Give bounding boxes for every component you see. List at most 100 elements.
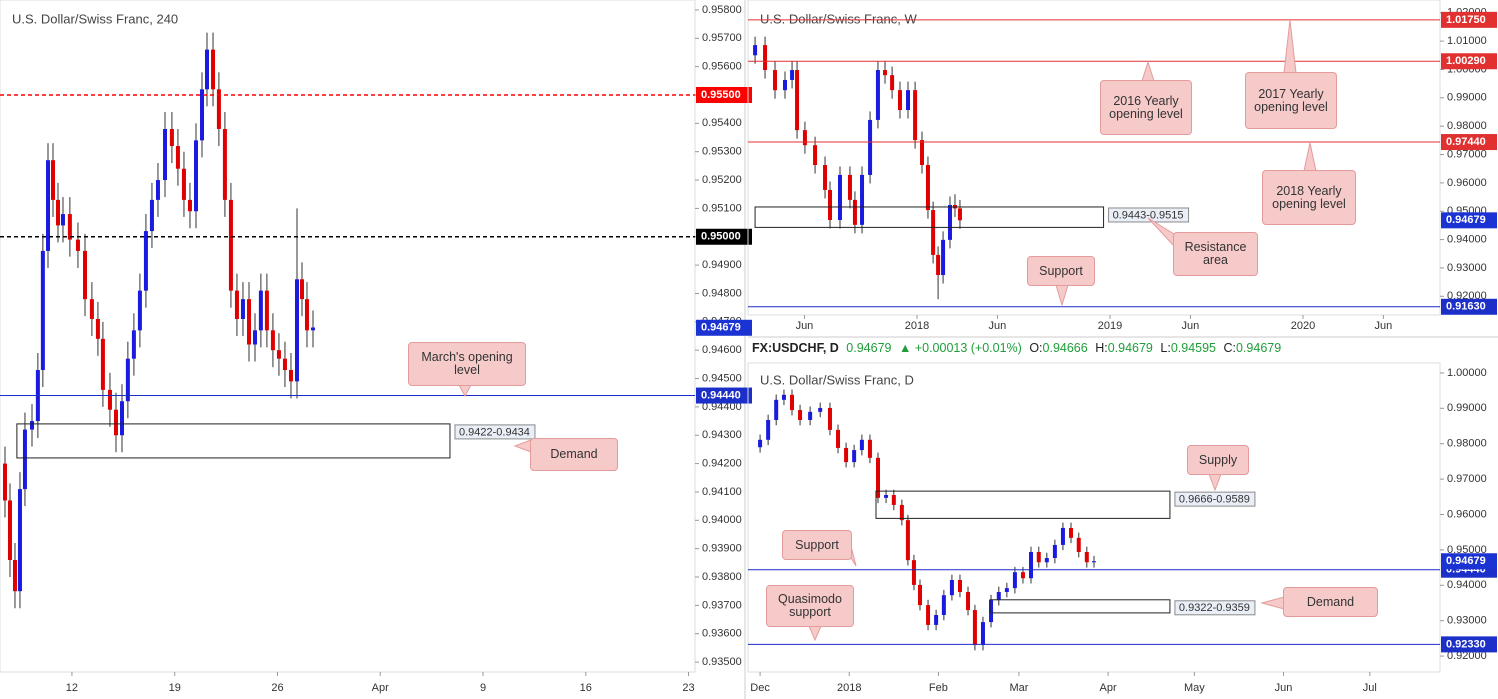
y-tick-label: 0.94800 <box>702 287 742 299</box>
candle-body <box>193 140 198 212</box>
callout: 2018 Yearly opening level <box>1262 170 1356 225</box>
candle-body <box>774 399 779 420</box>
candle-body <box>107 389 112 410</box>
candle-body <box>852 450 857 463</box>
candle-body <box>925 165 930 211</box>
price-label: 0.95500 <box>701 89 741 101</box>
candle-body <box>200 89 205 141</box>
candle-body <box>957 579 962 593</box>
candle-body <box>934 615 939 625</box>
panel-title: U.S. Dollar/Swiss Franc, 240 <box>12 11 178 26</box>
candle-body <box>773 70 778 91</box>
change: ▲ +0.00013 (+0.01%) <box>898 341 1022 355</box>
zone <box>754 206 1105 228</box>
candle-body <box>258 290 263 331</box>
candle-body <box>100 338 105 390</box>
price-label: 0.95000 <box>701 231 741 243</box>
candle-body <box>50 160 55 200</box>
callout: Support <box>782 530 852 560</box>
y-tick-label: 0.94200 <box>702 458 742 470</box>
zone <box>989 599 1171 614</box>
price-label: 1.01750 <box>1446 14 1486 26</box>
price-label: 0.97440 <box>1446 136 1486 148</box>
y-tick-label: 0.93000 <box>1447 262 1487 274</box>
price-label: 0.94440 <box>701 389 741 401</box>
candle-body <box>753 45 758 56</box>
x-tick-label: 12 <box>66 682 78 694</box>
candle-body <box>1020 572 1025 579</box>
callout: 2017 Yearly opening level <box>1245 72 1337 129</box>
candle-body <box>899 504 904 521</box>
candle-body <box>813 145 818 166</box>
y-tick-label: 1.01000 <box>1447 35 1487 47</box>
candle-body <box>818 407 823 412</box>
candle-body <box>143 231 148 291</box>
x-tick-label: Mar <box>1009 682 1028 694</box>
candle-body <box>996 592 1001 601</box>
x-tick-label: 19 <box>169 682 181 694</box>
candle-body <box>131 330 136 359</box>
candle-body <box>60 214 65 226</box>
candle-body <box>30 421 35 430</box>
y-tick-label: 0.92000 <box>1447 650 1487 662</box>
candle-body <box>1004 588 1009 593</box>
y-tick-label: 0.96000 <box>1447 177 1487 189</box>
candle-body <box>264 290 269 331</box>
panel-title: U.S. Dollar/Swiss Franc, D <box>760 372 914 387</box>
y-tick-label: 0.97000 <box>1447 148 1487 160</box>
callout: Quasimodo support <box>766 585 854 627</box>
x-tick-label: Jun <box>989 320 1007 332</box>
candle-body <box>1068 527 1073 538</box>
candle-body <box>12 560 17 592</box>
candle-body <box>1029 552 1034 579</box>
candle-body <box>859 439 864 451</box>
candle-body <box>149 199 154 232</box>
price-label: 0.92330 <box>1446 638 1486 650</box>
candle-body <box>288 370 293 382</box>
price-label-box <box>696 86 752 103</box>
y-tick-label: 0.94000 <box>1447 233 1487 245</box>
x-tick-label: 2018 <box>905 320 929 332</box>
x-tick-label: May <box>1184 682 1205 694</box>
price-label-box <box>1441 298 1497 315</box>
candle-body <box>216 89 221 130</box>
candle-body <box>169 129 174 147</box>
candle-body <box>1060 527 1065 545</box>
candle-body <box>89 299 94 319</box>
callout-pointer <box>513 439 532 453</box>
y-tick-label: 0.94300 <box>702 429 742 441</box>
x-tick-label: 23 <box>682 682 694 694</box>
callout-pointer <box>808 625 822 642</box>
candle-body <box>790 394 795 411</box>
callout-pointer <box>1260 596 1285 610</box>
ohlc-label: C: <box>1223 341 1236 355</box>
candle-body <box>847 174 852 200</box>
candle-body <box>844 447 849 463</box>
candle-body <box>75 239 80 251</box>
y-tick-label: 0.95800 <box>702 4 742 16</box>
zone-label-box <box>454 424 536 440</box>
candle-body <box>897 90 902 111</box>
y-tick-label: 0.94000 <box>702 514 742 526</box>
candle-body <box>966 592 971 611</box>
candle-body <box>294 279 299 382</box>
plot-frame <box>0 0 696 673</box>
candle-body <box>758 439 763 448</box>
y-tick-label: 0.93700 <box>702 599 742 611</box>
callout-pointer <box>1055 284 1069 307</box>
price-label: 0.94679 <box>1446 214 1486 226</box>
callout: Demand <box>530 438 618 471</box>
candle-body <box>781 394 786 400</box>
candle-body <box>876 457 881 498</box>
price-label-box <box>1441 212 1497 229</box>
candle-body <box>83 250 88 300</box>
zone <box>875 490 1171 519</box>
y-tick-label: 0.95200 <box>702 174 742 186</box>
zone-label-box <box>1174 600 1256 616</box>
y-tick-label: 0.98000 <box>1447 438 1487 450</box>
x-tick-label: Jun <box>1375 320 1393 332</box>
ohlc-label: L: <box>1160 341 1171 355</box>
x-tick-label: 16 <box>580 682 592 694</box>
x-tick-label: Jun <box>796 320 814 332</box>
callout-pointer <box>458 384 472 398</box>
